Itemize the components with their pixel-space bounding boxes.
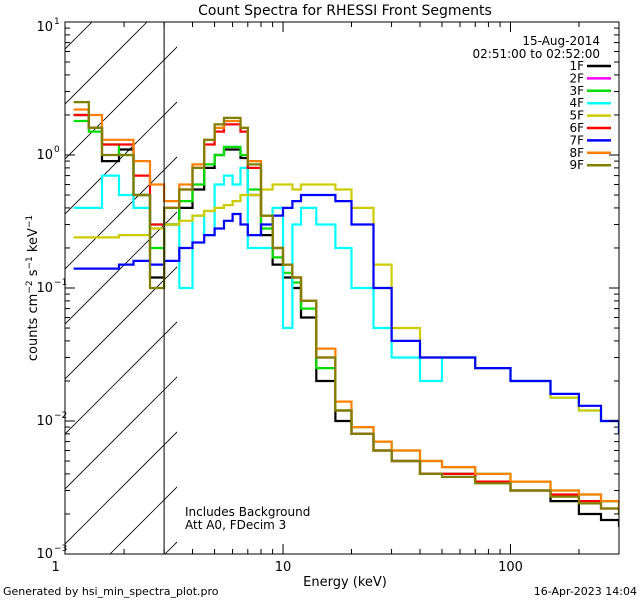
- x-axis-label: Energy (keV): [303, 575, 387, 590]
- hatch-line: [109, 486, 177, 554]
- svg-text:10: 10: [36, 281, 53, 296]
- y-tick-label: 10 −2: [36, 411, 67, 429]
- time-range-label: 02:51:00 to 02:52:00: [473, 47, 600, 61]
- x-tick-label: 10: [275, 560, 292, 575]
- series-line-5F: [73, 183, 619, 423]
- svg-text:1: 1: [54, 17, 60, 27]
- svg-text:0: 0: [54, 145, 60, 155]
- y-tick-label: 10 −3: [36, 544, 67, 562]
- hatch-line: [65, 321, 177, 435]
- series-line-4F: [73, 166, 619, 434]
- svg-text:−3: −3: [54, 544, 67, 554]
- legend-label-3F: 3F: [569, 84, 584, 98]
- legend-label-7F: 7F: [569, 133, 584, 147]
- hatch-line: [65, 22, 148, 105]
- hatch-line: [65, 22, 93, 50]
- series-line-9F: [73, 101, 619, 514]
- svg-text:−1: −1: [54, 278, 67, 288]
- x-tick-label: 100: [498, 560, 523, 575]
- hatch-line: [65, 266, 177, 380]
- legend-label-9F: 9F: [569, 158, 584, 172]
- series-line-1F: [73, 113, 619, 527]
- legend-label-1F: 1F: [569, 59, 584, 73]
- y-tick-label: 10 −1: [36, 278, 67, 296]
- y-axis-label: counts cm−2 s−1 keV−1: [25, 215, 41, 361]
- y-tick-label: 10 0: [36, 145, 60, 163]
- legend-label-6F: 6F: [569, 121, 584, 135]
- hatch-line: [65, 376, 177, 490]
- attenuator-annotation: Att A0, FDecim 3: [185, 518, 286, 532]
- series-line-8F: [73, 108, 619, 509]
- svg-text:10: 10: [36, 148, 53, 163]
- plot-frame: [64, 21, 620, 555]
- svg-text:10: 10: [36, 547, 53, 562]
- x-tick-label: 1: [51, 560, 59, 575]
- hatch-line: [65, 431, 177, 545]
- legend-label-5F: 5F: [569, 109, 584, 123]
- excluded-region-hatch: [65, 22, 177, 554]
- footer-generated-by: Generated by hsi_min_spectra_plot.pro: [3, 585, 219, 598]
- svg-text:10: 10: [36, 414, 53, 429]
- legend-label-4F: 4F: [569, 96, 584, 110]
- legend-label-2F: 2F: [569, 71, 584, 85]
- footer-timestamp: 16-Apr-2023 14:04: [534, 585, 637, 598]
- chart-title: Count Spectra for RHESSI Front Segments: [198, 3, 492, 19]
- svg-text:−2: −2: [54, 411, 67, 421]
- hatch-line: [65, 211, 177, 325]
- hatch-line: [65, 101, 177, 215]
- legend-label-8F: 8F: [569, 146, 584, 160]
- date-label: 15-Aug-2014: [522, 34, 600, 48]
- background-annotation: Includes Background: [185, 505, 310, 519]
- svg-text:10: 10: [36, 20, 53, 35]
- hatch-line: [65, 46, 177, 160]
- y-tick-label: 10 1: [36, 17, 59, 35]
